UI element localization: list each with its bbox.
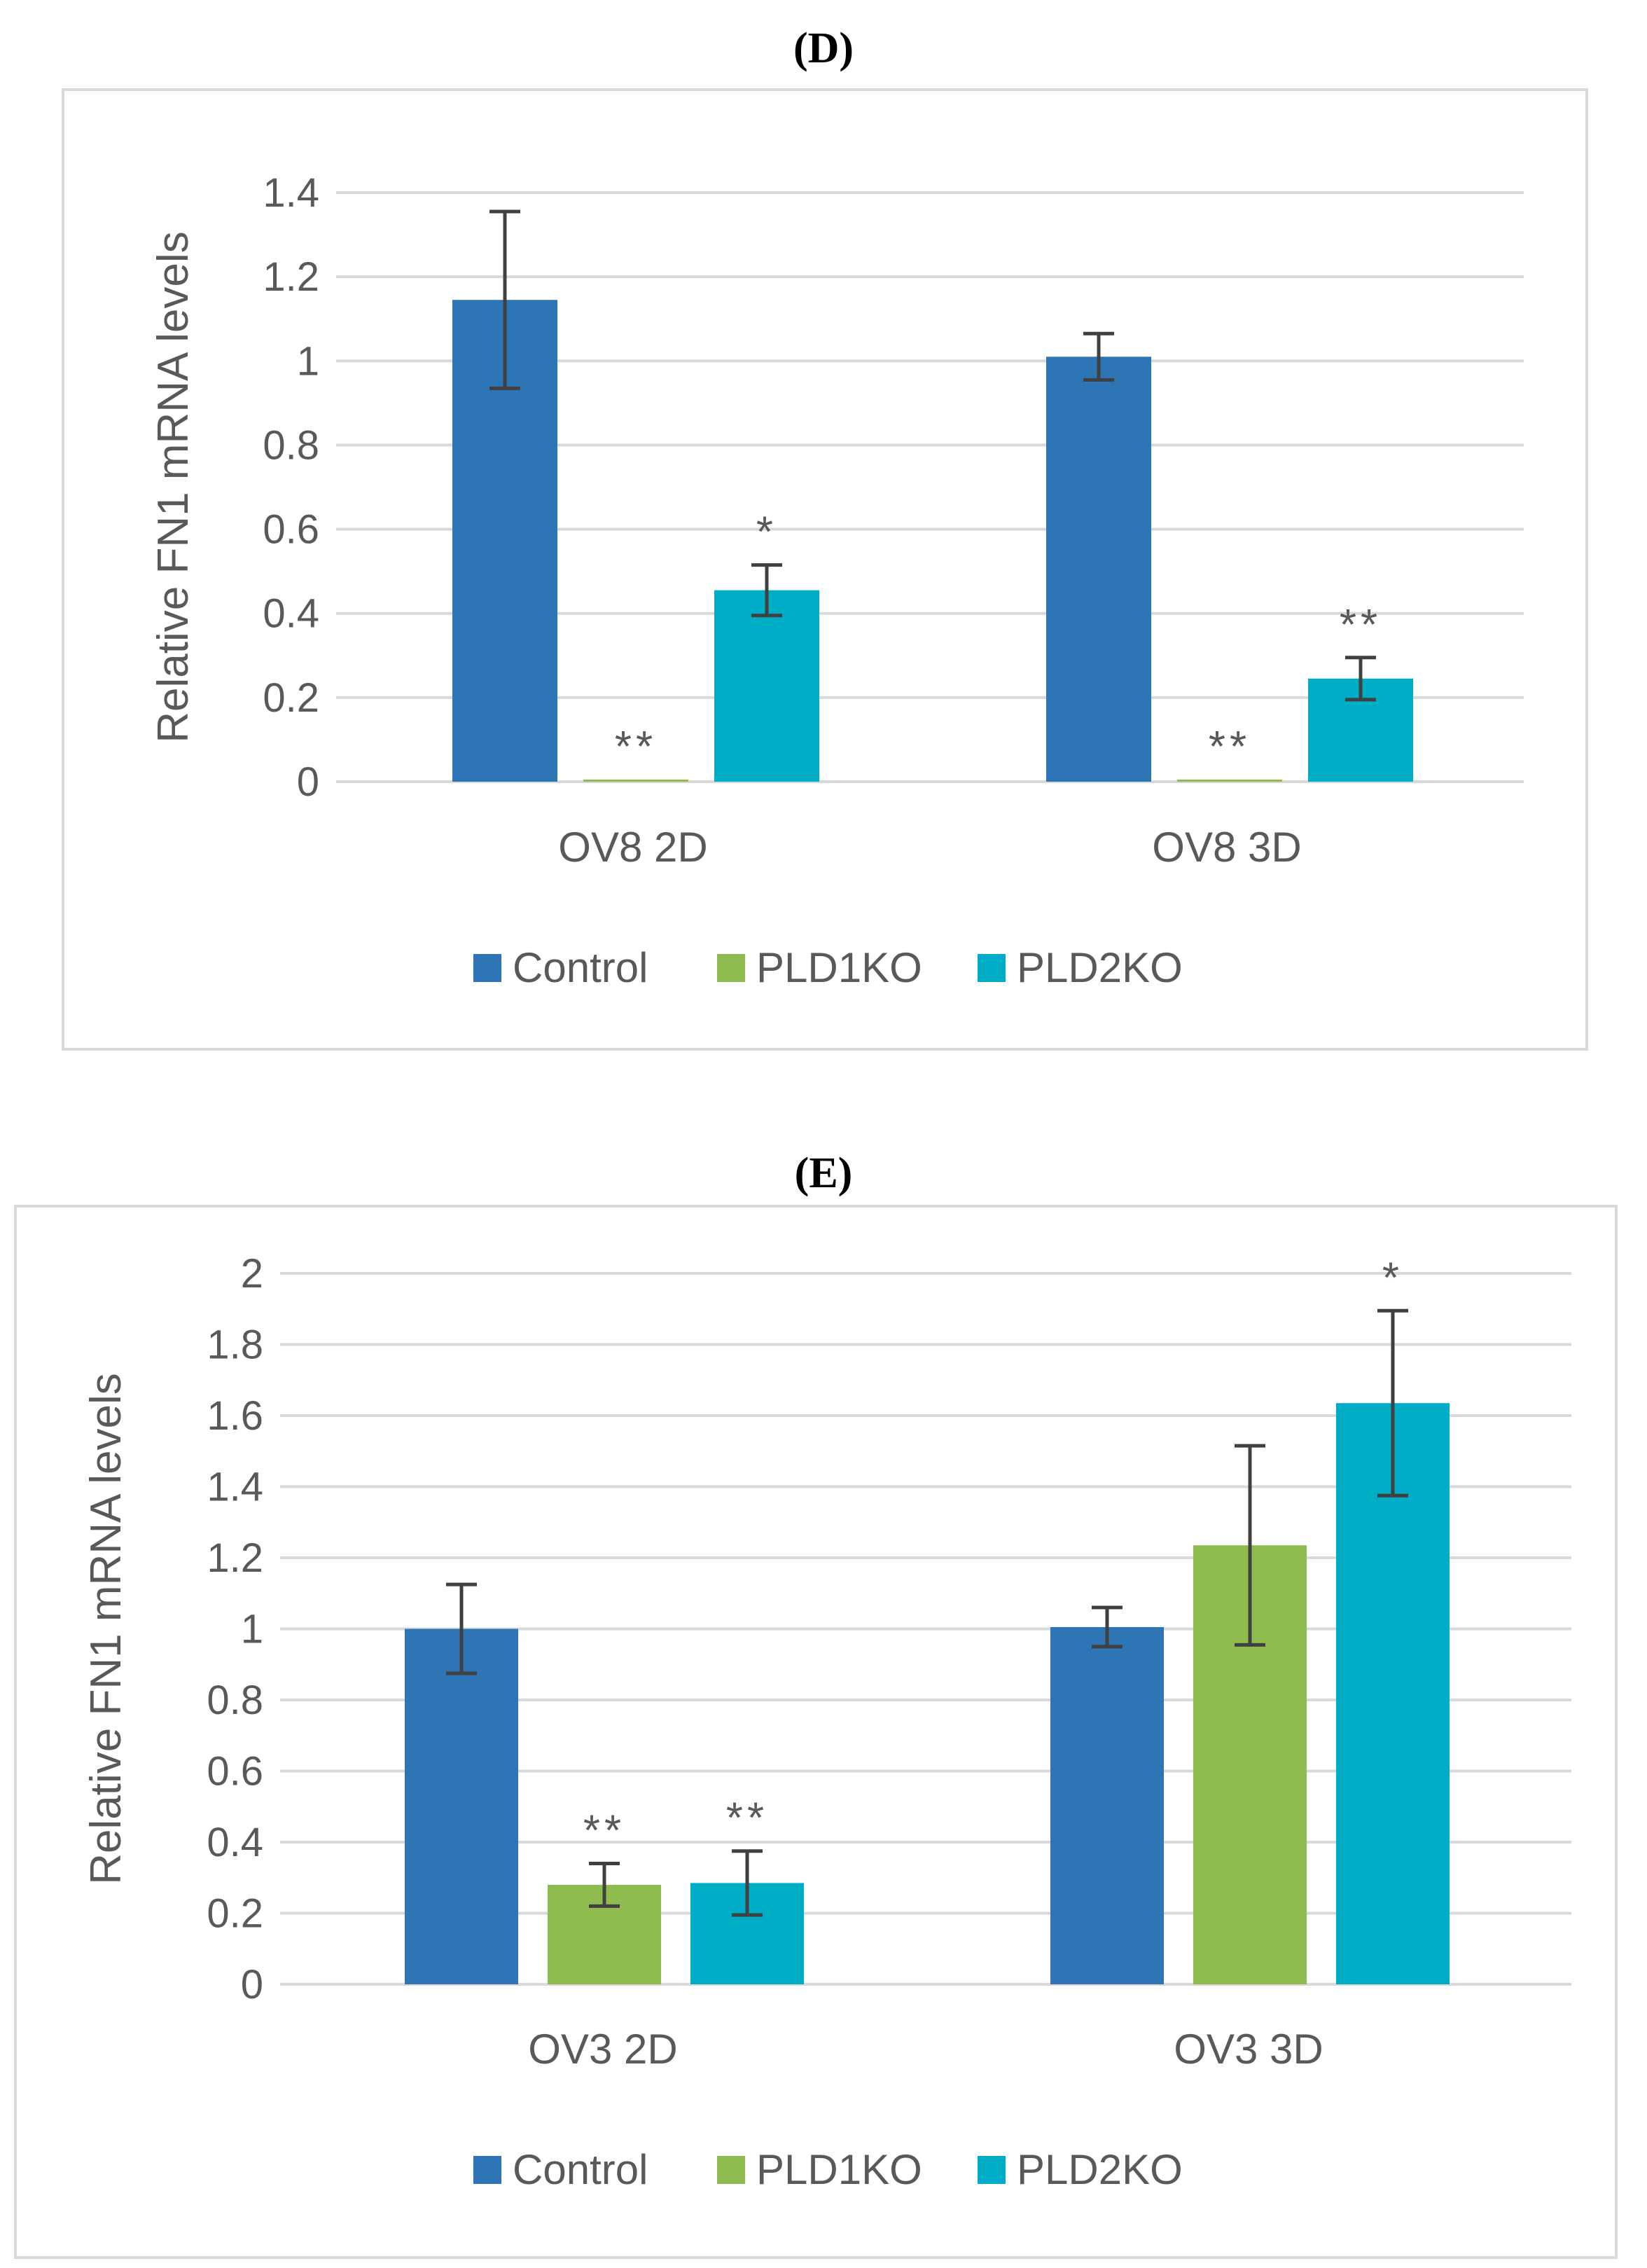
chart-e-bar-control-0: [405, 1629, 518, 1984]
chart-e-ytick-label: 1.2: [207, 1535, 263, 1581]
chart-e-ytick-label: 1.8: [207, 1322, 263, 1368]
chart-d-title: (D): [793, 25, 854, 72]
chart-e-ytick-label: 2: [241, 1251, 263, 1297]
chart-d-legend-swatch-pld2ko: [978, 954, 1006, 982]
chart-d-bar-pld1ko-1: [1177, 779, 1282, 782]
chart-e-ytick-label: 0.8: [207, 1678, 263, 1723]
chart-e-ytick-label: 1.4: [207, 1465, 263, 1510]
chart-d-legend-swatch-control: [473, 954, 501, 982]
chart-d-bar-pld1ko-0: [583, 779, 688, 782]
chart-d-ytick-label: 0.4: [263, 591, 319, 637]
chart-d-legend-label-pld1ko: PLD1KO: [756, 944, 922, 991]
chart-d-significance-mark: **: [1340, 601, 1382, 649]
chart-e-legend-swatch-control: [473, 2156, 501, 2184]
chart-d-significance-mark: **: [615, 723, 657, 771]
chart-e-frame: [14, 1205, 1618, 2259]
chart-d-ytick-label: 0: [297, 759, 319, 805]
chart-e-bar-control-1: [1050, 1626, 1164, 1984]
chart-d-ylabel: Relative FN1 mRNA levels: [149, 231, 197, 742]
chart-e-significance-mark: **: [583, 1806, 625, 1855]
chart-d-significance-mark: *: [756, 509, 777, 557]
chart-e-ytick-label: 1.6: [207, 1393, 263, 1439]
chart-e-ytick-label: 0: [241, 1962, 263, 2007]
chart-d-bar-control-1: [1046, 357, 1151, 782]
chart-e-ytick-label: 1: [241, 1607, 263, 1652]
chart-e-legend-label-pld1ko: PLD1KO: [756, 2146, 922, 2193]
chart-e-ylabel: Relative FN1 mRNA levels: [82, 1373, 130, 1884]
chart-d-ytick-label: 1.2: [263, 254, 319, 300]
chart-e-legend-swatch-pld2ko: [978, 2156, 1006, 2184]
chart-d-bar-pld2ko-0: [714, 590, 819, 782]
chart-d-legend-label-control: Control: [513, 944, 648, 991]
chart-e-category-label: OV3 3D: [1174, 2026, 1323, 2073]
chart-e-legend-swatch-pld1ko: [717, 2156, 745, 2184]
chart-d-frame: [62, 88, 1588, 1051]
chart-d-ytick-label: 1.4: [263, 170, 319, 216]
chart-d-significance-mark: **: [1209, 723, 1251, 771]
chart-e-ytick-label: 0.2: [207, 1891, 263, 1937]
chart-e-legend-label-pld2ko: PLD2KO: [1017, 2146, 1183, 2193]
chart-d-ytick-label: 0.8: [263, 422, 319, 468]
chart-e-category-label: OV3 2D: [528, 2026, 677, 2073]
chart-e-legend-label-control: Control: [513, 2146, 648, 2193]
chart-e-title: (E): [794, 1149, 853, 1197]
chart-e-ytick-label: 0.4: [207, 1820, 263, 1865]
chart-d-ytick-label: 0.6: [263, 507, 319, 553]
chart-e-bar-pld2ko-1: [1336, 1403, 1450, 1984]
chart-d-ytick-label: 0.2: [263, 675, 319, 721]
chart-e-significance-mark: **: [726, 1795, 768, 1843]
chart-d-legend-label-pld2ko: PLD2KO: [1017, 944, 1183, 991]
chart-d-ytick-label: 1: [297, 338, 319, 384]
chart-d-category-label: OV8 2D: [558, 824, 707, 871]
chart-e-ytick-label: 0.6: [207, 1749, 263, 1795]
chart-d-legend-swatch-pld1ko: [717, 954, 745, 982]
chart-d-category-label: OV8 3D: [1152, 824, 1301, 871]
chart-e-significance-mark: *: [1382, 1254, 1403, 1302]
